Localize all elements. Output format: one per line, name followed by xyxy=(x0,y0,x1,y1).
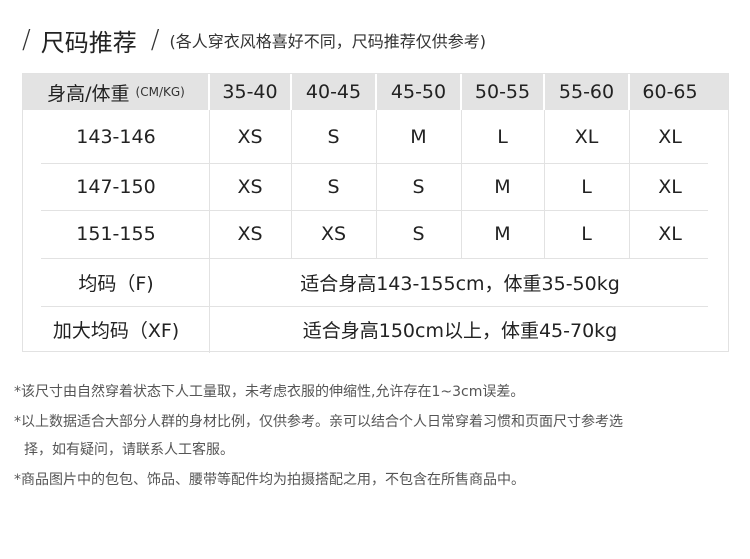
size-cell: XL xyxy=(658,223,682,245)
size-cell: S xyxy=(327,125,340,148)
size-cell: M xyxy=(494,223,511,245)
size-cell: L xyxy=(581,175,592,198)
header-divider xyxy=(543,74,545,110)
height-cell: 147-150 xyxy=(76,175,156,198)
column-divider xyxy=(209,110,210,353)
size-cell: XS xyxy=(237,223,263,245)
title-slash: / xyxy=(150,25,160,55)
special-size-label: 加大均码（XF) xyxy=(52,320,180,342)
size-cell: XL xyxy=(658,175,682,198)
header-divider xyxy=(460,74,462,110)
note-accessories: *商品图片中的包包、饰品、腰带等配件均为拍摄搭配之用，不包含在所售商品中。 xyxy=(14,472,525,488)
column-divider xyxy=(544,110,545,258)
size-cell: XL xyxy=(658,125,682,148)
size-cell: XS xyxy=(237,125,263,148)
title-slash: / xyxy=(22,25,31,55)
height-cell: 151-155 xyxy=(76,223,156,245)
weight-column-header: 35-40 xyxy=(222,81,278,103)
corner-unit: (CM/KG) xyxy=(135,85,185,99)
column-divider xyxy=(291,110,292,258)
size-cell: L xyxy=(581,223,592,245)
note-reference: *以上数据适合大部分人群的身材比例，仅供参考。亲可以结合个人日常穿着习惯和页面尺… xyxy=(14,414,623,430)
special-size-description: 适合身高150cm以上，体重45-70kg xyxy=(302,320,618,342)
corner-label: 身高/体重 xyxy=(47,82,130,105)
size-cell: S xyxy=(412,175,425,198)
size-cell: S xyxy=(412,223,425,245)
column-divider xyxy=(461,110,462,258)
size-cell: XL xyxy=(574,125,599,148)
row-divider xyxy=(41,163,708,164)
section-title: / 尺码推荐 / (各人穿衣风格喜好不同，尺码推荐仅供参考) xyxy=(22,22,486,58)
weight-column-header: 50-55 xyxy=(474,81,531,103)
size-cell: M xyxy=(410,125,427,148)
size-cell: XS xyxy=(237,175,263,198)
page-subtitle: (各人穿衣风格喜好不同，尺码推荐仅供参考) xyxy=(169,32,487,51)
note-reference-continued: 择，如有疑问，请联系人工客服。 xyxy=(24,442,234,458)
row-divider xyxy=(41,258,708,259)
row-divider xyxy=(41,306,708,307)
height-cell: 143-146 xyxy=(76,125,156,148)
weight-column-header: 60-65 xyxy=(642,81,698,103)
size-cell: L xyxy=(497,125,508,148)
header-divider xyxy=(290,74,292,110)
header-divider xyxy=(628,74,630,110)
weight-column-header: 40-45 xyxy=(305,81,362,103)
size-cell: XS xyxy=(320,223,347,245)
note-measurement: *该尺寸由自然穿着状态下人工量取，未考虑衣服的伸缩性,允许存在1~3cm误差。 xyxy=(14,384,525,400)
column-divider xyxy=(376,110,377,258)
header-divider xyxy=(208,74,210,110)
weight-column-header: 45-50 xyxy=(390,81,447,103)
size-chart-table: 身高/体重 (CM/KG) 35-40 40-45 45-50 50-55 55-60 60-… xyxy=(22,73,729,353)
row-divider xyxy=(41,210,708,211)
special-size-label: 均码（F) xyxy=(78,272,154,295)
weight-column-header: 55-60 xyxy=(558,81,615,103)
header-divider xyxy=(375,74,377,110)
corner-header: 身高/体重 (CM/KG) xyxy=(23,74,209,110)
size-cell: M xyxy=(494,175,511,198)
special-size-description: 适合身高143-155cm，体重35-50kg xyxy=(300,272,620,295)
notes: *该尺寸由自然穿着状态下人工量取，未考虑衣服的伸缩性,允许存在1~3cm误差。 … xyxy=(14,378,744,494)
size-cell: S xyxy=(327,175,340,198)
page-title: 尺码推荐 xyxy=(40,28,137,57)
column-divider xyxy=(629,110,630,258)
